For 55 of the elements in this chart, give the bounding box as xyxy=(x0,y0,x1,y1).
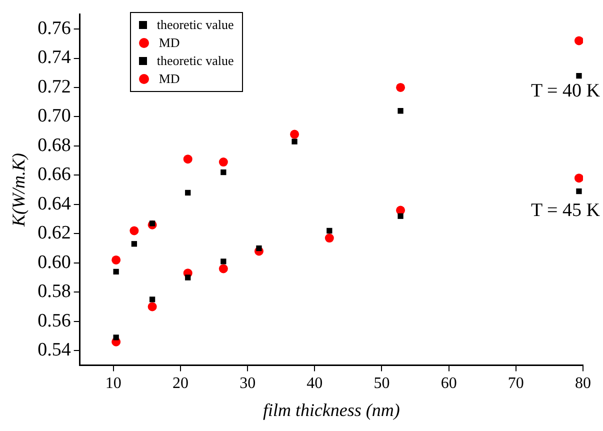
point xyxy=(326,228,332,234)
y-tick-label: 0.62 xyxy=(38,222,71,244)
x-tick-label: 80 xyxy=(575,375,591,392)
x-tick-label: 20 xyxy=(172,375,188,392)
point xyxy=(220,169,226,176)
point xyxy=(130,226,139,236)
legend-label: theoretic value xyxy=(156,52,234,70)
y-tick-label: 0.70 xyxy=(38,106,71,127)
x-tick-label: 10 xyxy=(105,375,122,392)
point xyxy=(576,72,582,79)
point xyxy=(576,188,582,194)
y-tick-label: 0.66 xyxy=(38,164,71,186)
point xyxy=(218,158,228,167)
x-axis-title: film thickness (nm) xyxy=(262,400,400,420)
annotation: T = 40 K xyxy=(531,80,600,102)
point xyxy=(398,108,404,114)
x-tick-label: 50 xyxy=(374,375,390,392)
y-tick-label: 0.74 xyxy=(38,47,72,68)
y-tick-label: 0.60 xyxy=(38,252,71,273)
point xyxy=(149,296,156,302)
point xyxy=(290,130,300,139)
legend-label: MD xyxy=(158,34,180,52)
y-tick-label: 0.54 xyxy=(38,340,72,361)
point xyxy=(113,334,119,340)
point xyxy=(112,255,121,264)
point xyxy=(183,154,192,164)
point xyxy=(574,36,583,46)
point xyxy=(574,174,583,183)
y-axis-title: K(W/m.K) xyxy=(8,153,29,228)
y-tick-label: 0.58 xyxy=(38,281,71,302)
x-tick-label: 60 xyxy=(440,375,457,392)
point xyxy=(148,302,157,312)
x-tick-label: 30 xyxy=(240,375,256,392)
point xyxy=(220,258,226,264)
point xyxy=(398,213,404,219)
y-tick-label: 0.76 xyxy=(38,18,71,39)
y-tick-label: 0.56 xyxy=(38,310,71,332)
y-tick-label: 0.68 xyxy=(38,134,71,156)
point xyxy=(149,220,156,226)
point xyxy=(185,190,191,196)
point xyxy=(113,268,119,274)
y-tick-label: 0.72 xyxy=(38,76,71,98)
point xyxy=(256,245,262,252)
annotation: T = 45 K xyxy=(531,200,600,221)
point xyxy=(292,138,298,144)
point xyxy=(396,82,406,92)
point xyxy=(131,241,138,247)
legend-label: theoretic value xyxy=(156,16,234,34)
legend-label: MD xyxy=(158,70,180,88)
point xyxy=(218,264,228,274)
point xyxy=(185,274,191,280)
y-tick-label: 0.64 xyxy=(38,193,72,214)
x-tick-label: 70 xyxy=(508,375,524,392)
x-tick-label: 40 xyxy=(306,375,323,392)
point xyxy=(324,234,334,243)
